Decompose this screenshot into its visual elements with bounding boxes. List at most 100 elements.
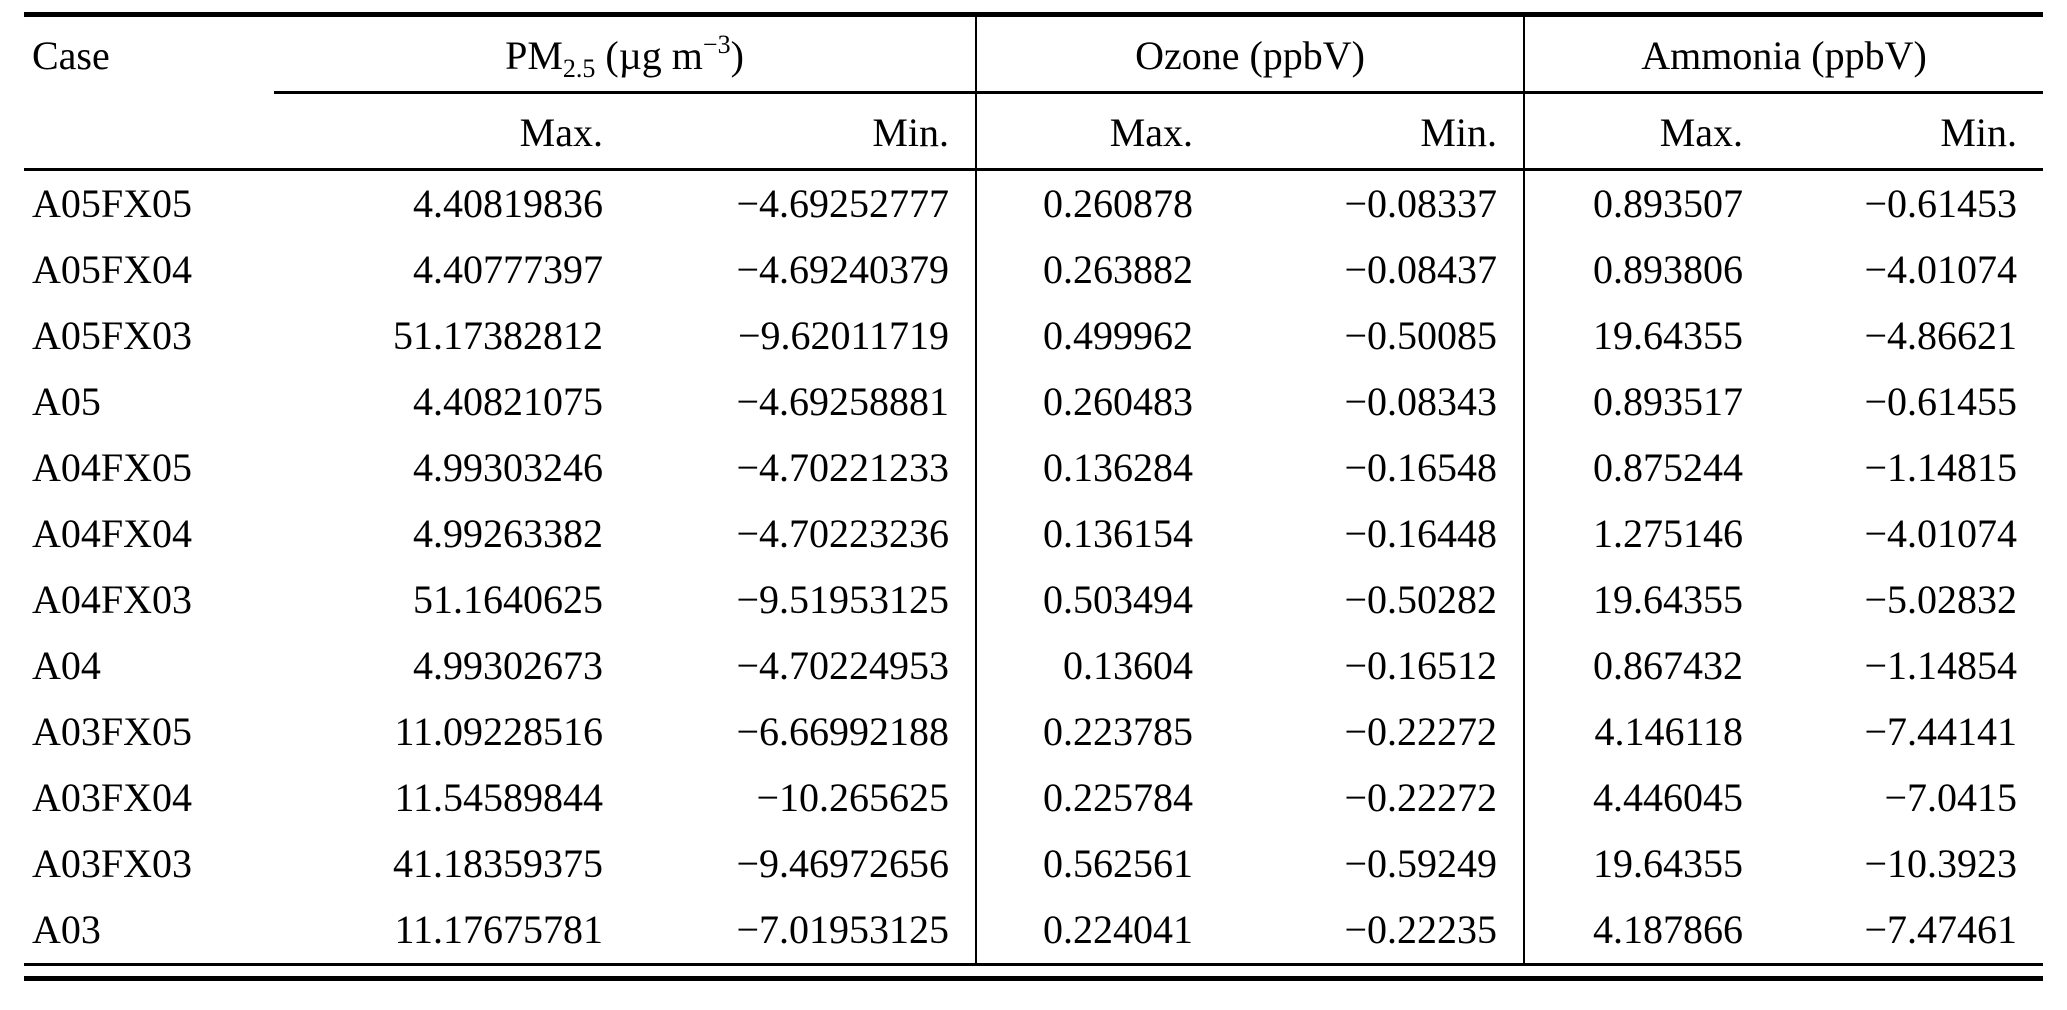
value-cell: −0.16548 <box>1219 435 1526 501</box>
value-cell: −0.16512 <box>1219 633 1526 699</box>
value-cell: 19.64355 <box>1593 313 1744 358</box>
case-cell: A05 <box>32 379 101 424</box>
value-cell: −0.16448 <box>1219 501 1526 567</box>
value-cell: −4.86621 <box>1864 313 2018 358</box>
value-cell: 0.875244 <box>1593 445 1744 490</box>
value-cell: 11.17675781 <box>394 907 603 952</box>
table-row: A05FX04 4.40777397 −4.69240379 0.263882 −0.0… <box>24 237 2043 303</box>
case-cell: A05FX04 <box>32 247 193 292</box>
column-header-ammonia-max: Max. <box>1524 92 1770 171</box>
value-cell: −4.70223236 <box>629 501 978 567</box>
table-row: A04FX05 4.99303246 −4.70221233 0.136284 −0.1… <box>24 435 2043 501</box>
table-row: A05FX03 51.17382812 −9.62011719 0.499962 −0.… <box>24 303 2043 369</box>
pm-subscript: 2.5 <box>562 54 596 83</box>
table-row: A05 4.40821075 −4.69258881 0.260483 −0.08343… <box>24 369 2043 435</box>
value-cell: −9.62011719 <box>629 303 978 369</box>
value-cell: −7.0415 <box>1884 775 2018 820</box>
value-cell: 0.893517 <box>1593 379 1744 424</box>
value-cell: −1.14854 <box>1864 643 2018 688</box>
value-cell: −10.265625 <box>629 765 978 831</box>
value-cell: 51.1640625 <box>413 577 603 622</box>
case-cell: A03FX03 <box>32 841 193 886</box>
column-group-ammonia: Ammonia (ppbV) <box>1524 14 2044 94</box>
table-header: Case PM2.5 (µg m−3) Ozone (ppbV) Ammonia… <box>24 14 2044 171</box>
value-cell: 19.64355 <box>1593 577 1744 622</box>
value-cell: 0.223785 <box>1043 709 1194 754</box>
case-cell: A04 <box>32 643 101 688</box>
value-cell: 0.260878 <box>1043 181 1194 226</box>
value-cell: −0.08337 <box>1219 169 1526 237</box>
table-row: A03FX03 41.18359375 −9.46972656 0.562561 −0.… <box>24 831 2043 897</box>
value-cell: 0.263882 <box>1043 247 1194 292</box>
value-cell: 19.64355 <box>1593 841 1744 886</box>
case-cell: A03FX05 <box>32 709 193 754</box>
value-cell: −4.01074 <box>1864 247 2018 292</box>
value-cell: 0.136284 <box>1043 445 1194 490</box>
value-cell: 11.54589844 <box>394 775 603 820</box>
value-cell: 0.499962 <box>1043 313 1194 358</box>
value-cell: −0.22235 <box>1219 897 1526 965</box>
column-header-pm-min: Min. <box>629 92 978 171</box>
value-cell: 0.224041 <box>1043 907 1194 952</box>
case-cell: A04FX03 <box>32 577 193 622</box>
case-cell: A05FX05 <box>32 181 193 226</box>
case-cell: A04FX05 <box>32 445 193 490</box>
value-cell: −0.61453 <box>1864 181 2018 226</box>
value-cell: 4.40777397 <box>413 247 603 292</box>
case-cell: A03 <box>32 907 101 952</box>
value-cell: 4.40819836 <box>413 181 603 226</box>
results-table: Case PM2.5 (µg m−3) Ozone (ppbV) Ammonia… <box>24 12 2044 966</box>
value-cell: −0.59249 <box>1219 831 1526 897</box>
value-cell: −0.08343 <box>1219 369 1526 435</box>
value-cell: −6.66992188 <box>629 699 978 765</box>
value-cell: 1.275146 <box>1593 511 1744 556</box>
value-cell: 0.893507 <box>1593 181 1744 226</box>
value-cell: 4.99263382 <box>413 511 603 556</box>
value-cell: −0.22272 <box>1219 765 1526 831</box>
value-cell: 11.09228516 <box>394 709 603 754</box>
value-cell: −5.02832 <box>1864 577 2018 622</box>
value-cell: 4.99303246 <box>413 445 603 490</box>
table-row: A03FX04 11.54589844 −10.265625 0.225784 −0.2… <box>24 765 2043 831</box>
table-row: A03 11.17675781 −7.01953125 0.224041 −0.2223… <box>24 897 2043 965</box>
table-row: A05FX05 4.40819836 −4.69252777 0.260878 −0.0… <box>24 169 2043 237</box>
value-cell: −4.70221233 <box>629 435 978 501</box>
pm-unit-open: (µg m <box>595 33 703 78</box>
value-cell: 0.562561 <box>1043 841 1194 886</box>
value-cell: 4.146118 <box>1594 709 1744 754</box>
value-cell: 0.867432 <box>1593 643 1744 688</box>
value-cell: −0.50085 <box>1219 303 1526 369</box>
value-cell: 41.18359375 <box>393 841 603 886</box>
table-body: A05FX05 4.40819836 −4.69252777 0.260878 −0.0… <box>24 169 2043 965</box>
value-cell: −0.08437 <box>1219 237 1526 303</box>
value-cell: 4.99302673 <box>413 643 603 688</box>
table-row: A04FX04 4.99263382 −4.70223236 0.136154 −0.1… <box>24 501 2043 567</box>
value-cell: 0.260483 <box>1043 379 1194 424</box>
column-header-ozone-max: Max. <box>976 92 1220 171</box>
value-cell: −7.01953125 <box>629 897 978 965</box>
value-cell: −7.44141 <box>1864 709 2018 754</box>
value-cell: −4.70224953 <box>629 633 978 699</box>
case-cell: A04FX04 <box>32 511 193 556</box>
case-cell: A05FX03 <box>32 313 193 358</box>
value-cell: −1.14815 <box>1864 445 2018 490</box>
value-cell: 4.446045 <box>1593 775 1744 820</box>
column-group-ozone: Ozone (ppbV) <box>976 14 1526 94</box>
table-row: A04 4.99302673 −4.70224953 0.13604 −0.16512 0… <box>24 633 2043 699</box>
value-cell: 4.187866 <box>1593 907 1744 952</box>
pm-unit-exponent: −3 <box>702 30 731 59</box>
column-header-ammonia-min: Min. <box>1769 92 2044 171</box>
value-cell: 0.225784 <box>1043 775 1194 820</box>
group-header-row: Case PM2.5 (µg m−3) Ozone (ppbV) Ammonia… <box>24 14 2044 171</box>
value-cell: −0.50282 <box>1219 567 1526 633</box>
value-cell: 4.40821075 <box>413 379 603 424</box>
value-cell: 0.136154 <box>1043 511 1194 556</box>
value-cell: 0.13604 <box>1063 643 1194 688</box>
value-cell: −7.47461 <box>1864 907 2018 952</box>
value-cell: 0.503494 <box>1043 577 1194 622</box>
table-row: A04FX03 51.1640625 −9.51953125 0.503494 −0.5… <box>24 567 2043 633</box>
column-header-pm-max: Max. <box>274 92 629 171</box>
column-group-pm25: PM2.5 (µg m−3) <box>274 14 978 94</box>
value-cell: −4.69258881 <box>629 369 978 435</box>
value-cell: −9.46972656 <box>629 831 978 897</box>
